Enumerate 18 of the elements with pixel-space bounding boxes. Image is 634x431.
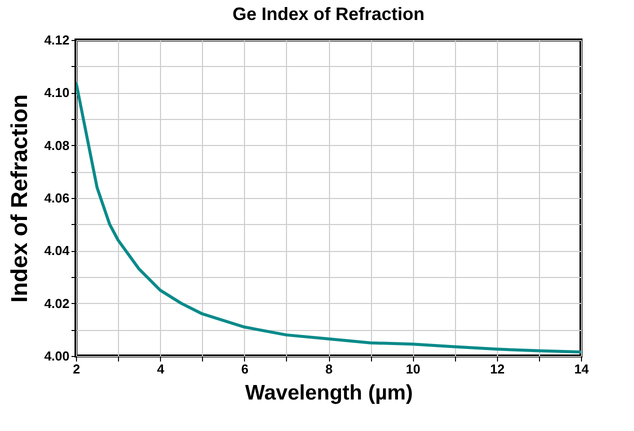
line-series — [76, 80, 581, 354]
x-tick-label: 4 — [157, 362, 166, 376]
y-axis-title: Index of Refraction — [6, 94, 32, 303]
y-tick-label: 4.12 — [44, 32, 70, 48]
y-tick-label: 4.04 — [44, 243, 70, 258]
y-tick-label: 4.00 — [44, 348, 70, 364]
y-tick-label: 4.10 — [44, 85, 70, 100]
x-tick-label: 2 — [72, 362, 80, 376]
x-tick-label: 14 — [574, 362, 590, 376]
x-tick-label: 8 — [325, 362, 333, 376]
x-axis-title: Wavelength (µm) — [245, 382, 413, 404]
y-tick-label: 4.08 — [44, 138, 70, 153]
x-tick-label: 6 — [241, 362, 248, 376]
x-tick-label: 10 — [406, 362, 420, 376]
y-tick-label: 4.02 — [44, 296, 70, 311]
chart-title: Ge Index of Refraction — [232, 4, 425, 24]
y-tick-label: 4.06 — [44, 190, 70, 206]
x-tick-label: 12 — [490, 362, 505, 376]
